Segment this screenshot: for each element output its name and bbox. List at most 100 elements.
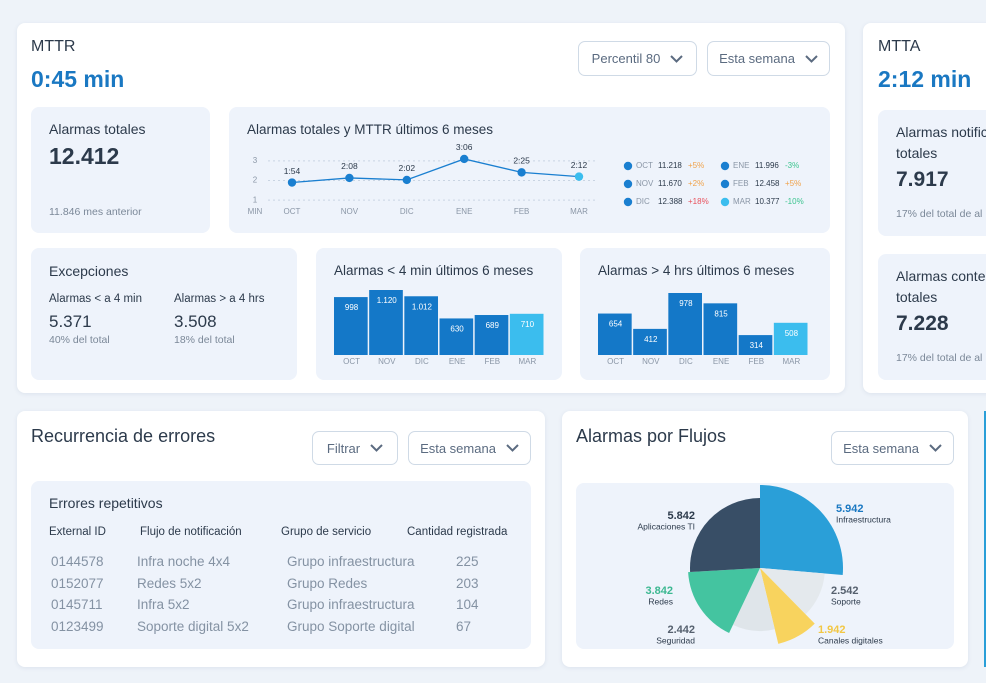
value-label: 412: [644, 335, 658, 344]
legend-value: 10.377: [755, 197, 780, 206]
chevron: [670, 54, 684, 63]
y-tick-label: 1: [253, 195, 258, 204]
legend-label: MAR: [733, 197, 751, 206]
bar: [738, 335, 773, 355]
table-cell: Grupo infraestructura: [287, 597, 415, 613]
filter-label: Esta semana: [719, 51, 795, 66]
legend-dot: [720, 197, 730, 207]
panel-title: Alarmas por Flujos: [576, 426, 727, 446]
filter-label: Esta semana: [843, 440, 919, 456]
bar: [404, 296, 438, 355]
sector: [688, 568, 760, 634]
trend-card: [229, 107, 830, 233]
card-note: 11.846 mes anterior: [49, 206, 142, 218]
filter-button[interactable]: Filtrar: [312, 431, 398, 465]
x-tick-label: DIC: [415, 357, 429, 366]
legend-change: -3%: [785, 161, 799, 170]
table-cell: 0152077: [51, 575, 104, 591]
x-tick-label: NOV: [642, 357, 660, 366]
panel-title: MTTR: [31, 38, 76, 55]
bar: [439, 318, 474, 355]
filter-button[interactable]: Percentil 80: [578, 41, 697, 76]
table-cell: 104: [456, 597, 479, 613]
x-tick-label: FEB: [748, 357, 764, 366]
chevron: [370, 444, 383, 452]
chevron: [506, 444, 519, 452]
x-tick-label: ENE: [456, 207, 472, 216]
mtta-card: [878, 254, 986, 380]
y-tick-label: 3: [253, 156, 258, 165]
table-cell: Infra noche 4x4: [137, 554, 231, 569]
trend-point: [517, 168, 526, 177]
trend-line: [291, 158, 580, 184]
chevron: [805, 54, 818, 63]
table-card: [31, 481, 531, 649]
category-label: Infraestructura: [836, 514, 891, 524]
card-note: 17% del total de al: [896, 352, 983, 364]
value-label: 2:12: [571, 160, 588, 170]
chart-title: Alarmas < 4 min últimos 6 meses: [334, 263, 534, 278]
category-label: Redes: [648, 596, 673, 606]
y-tick-label: 2: [253, 176, 258, 185]
card-value: 7.228: [896, 312, 949, 335]
value-label: 3.842: [645, 585, 673, 597]
x-tick-label: MAR: [519, 357, 537, 366]
item-value: 3.508: [174, 312, 217, 331]
chart-title: Alarmas totales y MTTR últimos 6 meses: [247, 122, 494, 137]
value-label: 314: [750, 341, 764, 350]
card-label: totales: [896, 289, 938, 305]
mtta-card: [878, 110, 986, 236]
value-label: 710: [521, 320, 535, 329]
x-tick-label: NOV: [341, 207, 359, 216]
x-tick-label: FEB: [484, 357, 500, 366]
filter-button[interactable]: Esta semana: [831, 431, 954, 465]
bar: [668, 293, 702, 355]
item-note: 18% del total: [174, 334, 235, 346]
legend-label: OCT: [636, 161, 653, 170]
sector: [760, 568, 825, 615]
sector: [732, 568, 775, 631]
table-cell: 67: [456, 619, 472, 635]
value-label: 2.542: [831, 585, 859, 597]
trend-point: [574, 172, 584, 181]
table-cell: 0144578: [51, 554, 104, 569]
card-label: Excepciones: [49, 263, 129, 279]
filter-label: Esta semana: [420, 440, 496, 456]
legend-change: +5%: [785, 179, 801, 188]
item-label: Alarmas > a 4 hrs: [174, 293, 265, 305]
card-label: Alarmas notific: [896, 124, 986, 140]
table-cell: 203: [456, 575, 479, 591]
x-tick-label: OCT: [343, 357, 360, 366]
value-label: 508: [785, 329, 799, 338]
value-label: 2.442: [667, 624, 695, 636]
legend-dot: [623, 197, 633, 207]
sector: [760, 568, 815, 644]
item-label: Alarmas < a 4 min: [49, 293, 142, 305]
trend-point: [460, 154, 469, 164]
x-tick-label: OCT: [607, 357, 624, 366]
legend-label: FEB: [733, 179, 749, 188]
bar: [633, 328, 667, 355]
filter-label: Percentil 80: [591, 51, 661, 66]
value-label: 998: [345, 303, 359, 312]
x-tick-label: DIC: [400, 207, 414, 216]
column-header: External ID: [49, 526, 106, 538]
filter-button[interactable]: Esta semana: [408, 431, 531, 465]
filter-button[interactable]: Esta semana: [707, 41, 830, 76]
table-cell: 225: [456, 554, 479, 569]
table-cell: Infra 5x2: [137, 597, 190, 613]
legend-change: +5%: [688, 161, 704, 170]
edge-bar: [984, 411, 986, 667]
y-axis-label: MIN: [248, 207, 263, 216]
chart-title: Alarmas > 4 hrs últimos 6 meses: [598, 263, 795, 278]
legend-change: -10%: [785, 197, 804, 206]
value-label: 978: [679, 299, 693, 308]
x-tick-label: MAR: [570, 207, 588, 216]
filter-label: Filtrar: [326, 440, 361, 456]
legend-dot: [623, 161, 633, 171]
value-label: 2:08: [341, 161, 358, 171]
x-tick-label: MAR: [783, 357, 801, 366]
x-tick-label: ENE: [713, 357, 729, 366]
bar: [598, 313, 632, 355]
column-header: Flujo de notificación: [140, 526, 242, 538]
